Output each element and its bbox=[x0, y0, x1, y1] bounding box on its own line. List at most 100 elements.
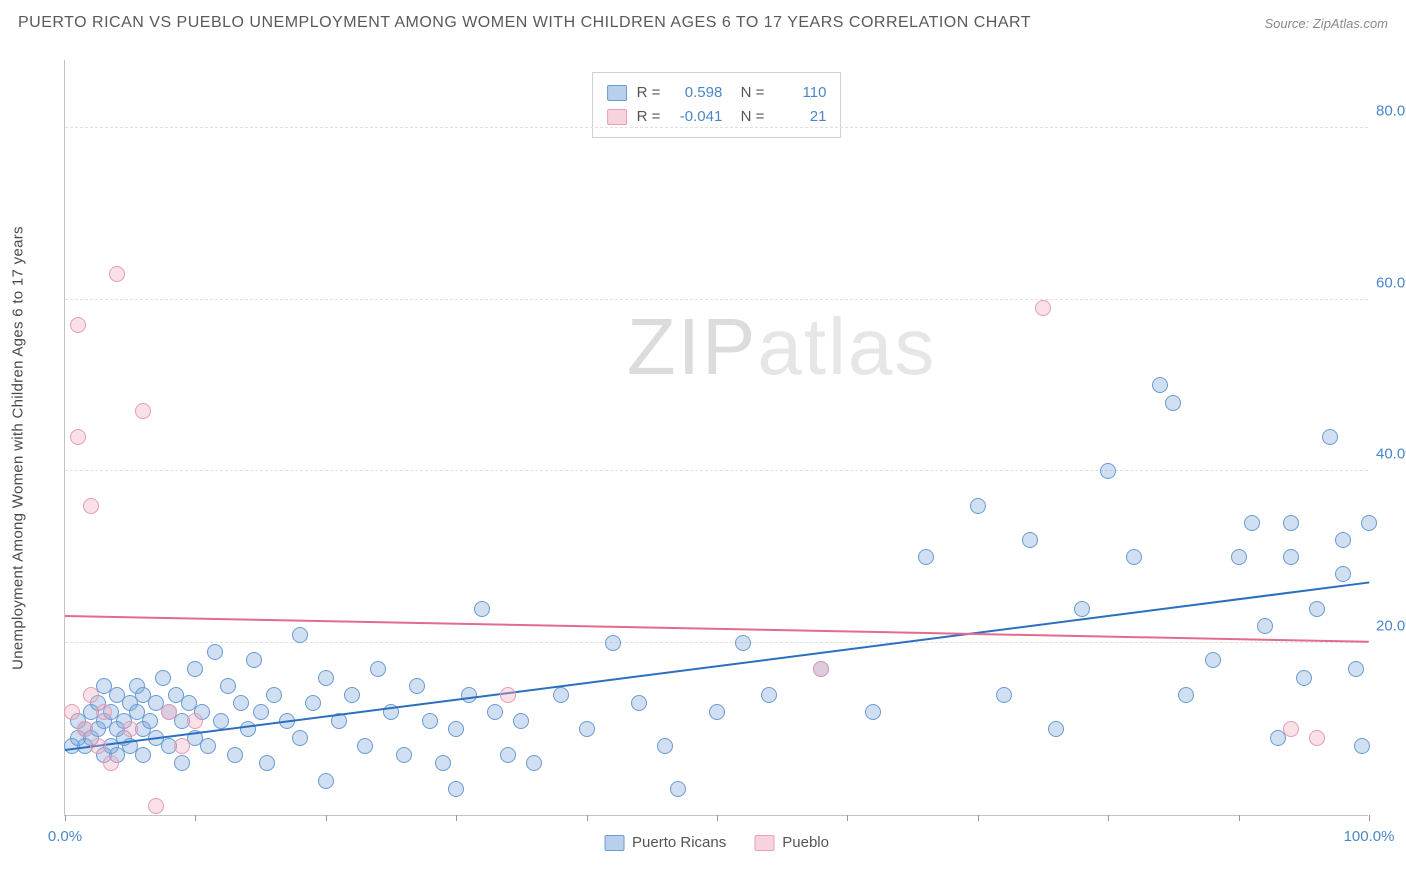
data-point bbox=[246, 652, 262, 668]
n-value-0: 110 bbox=[774, 81, 826, 105]
r-value-1: -0.041 bbox=[670, 105, 722, 129]
data-point bbox=[487, 704, 503, 720]
data-point bbox=[83, 687, 99, 703]
data-point bbox=[1283, 515, 1299, 531]
data-point bbox=[448, 721, 464, 737]
data-point bbox=[970, 498, 986, 514]
gridline bbox=[65, 127, 1368, 128]
data-point bbox=[233, 695, 249, 711]
plot-area: ZIPatlas R = 0.598 N = 110 R = -0.041 N … bbox=[64, 60, 1368, 816]
watermark: ZIPatlas bbox=[627, 301, 936, 393]
data-point bbox=[1309, 601, 1325, 617]
data-point bbox=[409, 678, 425, 694]
y-tick-label: 20.0% bbox=[1376, 618, 1406, 635]
y-axis-label: Unemployment Among Women with Children A… bbox=[10, 226, 27, 670]
chart-title: PUERTO RICAN VS PUEBLO UNEMPLOYMENT AMON… bbox=[18, 14, 1031, 32]
data-point bbox=[1152, 377, 1168, 393]
data-point bbox=[579, 721, 595, 737]
source-credit: Source: ZipAtlas.com bbox=[1264, 16, 1388, 31]
stats-row-1: R = -0.041 N = 21 bbox=[607, 105, 827, 129]
data-point bbox=[461, 687, 477, 703]
data-point bbox=[64, 704, 80, 720]
data-point bbox=[240, 721, 256, 737]
data-point bbox=[357, 738, 373, 754]
data-point bbox=[1354, 738, 1370, 754]
data-point bbox=[370, 661, 386, 677]
data-point bbox=[135, 747, 151, 763]
data-point bbox=[448, 781, 464, 797]
data-point bbox=[435, 755, 451, 771]
data-point bbox=[735, 635, 751, 651]
r-label: R = bbox=[637, 105, 661, 129]
x-tick-label: 100.0% bbox=[1344, 828, 1395, 845]
data-point bbox=[865, 704, 881, 720]
n-label: N = bbox=[732, 81, 764, 105]
data-point bbox=[996, 687, 1012, 703]
x-tick bbox=[65, 815, 66, 821]
n-label: N = bbox=[732, 105, 764, 129]
data-point bbox=[1283, 549, 1299, 565]
data-point bbox=[122, 721, 138, 737]
data-point bbox=[1335, 532, 1351, 548]
stats-swatch-1 bbox=[607, 109, 627, 125]
data-point bbox=[1348, 661, 1364, 677]
y-tick-label: 40.0% bbox=[1376, 446, 1406, 463]
data-point bbox=[709, 704, 725, 720]
data-point bbox=[174, 755, 190, 771]
data-point bbox=[422, 713, 438, 729]
data-point bbox=[553, 687, 569, 703]
data-point bbox=[318, 670, 334, 686]
data-point bbox=[1296, 670, 1312, 686]
data-point bbox=[1074, 601, 1090, 617]
x-tick bbox=[717, 815, 718, 821]
data-point bbox=[813, 661, 829, 677]
data-point bbox=[220, 678, 236, 694]
data-point bbox=[1361, 515, 1377, 531]
data-point bbox=[1244, 515, 1260, 531]
y-tick-label: 80.0% bbox=[1376, 102, 1406, 119]
data-point bbox=[135, 403, 151, 419]
data-point bbox=[200, 738, 216, 754]
data-point bbox=[318, 773, 334, 789]
x-tick bbox=[326, 815, 327, 821]
x-tick bbox=[847, 815, 848, 821]
data-point bbox=[292, 627, 308, 643]
data-point bbox=[761, 687, 777, 703]
data-point bbox=[1257, 618, 1273, 634]
data-point bbox=[253, 704, 269, 720]
x-tick bbox=[195, 815, 196, 821]
data-point bbox=[259, 755, 275, 771]
legend-swatch-0 bbox=[604, 835, 624, 851]
data-point bbox=[70, 317, 86, 333]
trend-line bbox=[65, 581, 1369, 751]
data-point bbox=[161, 704, 177, 720]
x-tick bbox=[1369, 815, 1370, 821]
x-tick bbox=[978, 815, 979, 821]
x-tick bbox=[1108, 815, 1109, 821]
data-point bbox=[670, 781, 686, 797]
r-label: R = bbox=[637, 81, 661, 105]
legend-label-0: Puerto Ricans bbox=[632, 834, 726, 851]
data-point bbox=[83, 498, 99, 514]
legend-item-1: Pueblo bbox=[754, 834, 829, 851]
gridline bbox=[65, 642, 1368, 643]
data-point bbox=[103, 755, 119, 771]
data-point bbox=[155, 670, 171, 686]
data-point bbox=[305, 695, 321, 711]
data-point bbox=[213, 713, 229, 729]
data-point bbox=[396, 747, 412, 763]
data-point bbox=[657, 738, 673, 754]
data-point bbox=[1231, 549, 1247, 565]
x-tick bbox=[1239, 815, 1240, 821]
data-point bbox=[918, 549, 934, 565]
watermark-atlas: atlas bbox=[757, 302, 936, 391]
gridline bbox=[65, 470, 1368, 471]
n-value-1: 21 bbox=[774, 105, 826, 129]
data-point bbox=[631, 695, 647, 711]
r-value-0: 0.598 bbox=[670, 81, 722, 105]
data-point bbox=[207, 644, 223, 660]
data-point bbox=[142, 713, 158, 729]
data-point bbox=[1205, 652, 1221, 668]
data-point bbox=[148, 798, 164, 814]
watermark-zip: ZIP bbox=[627, 302, 757, 391]
